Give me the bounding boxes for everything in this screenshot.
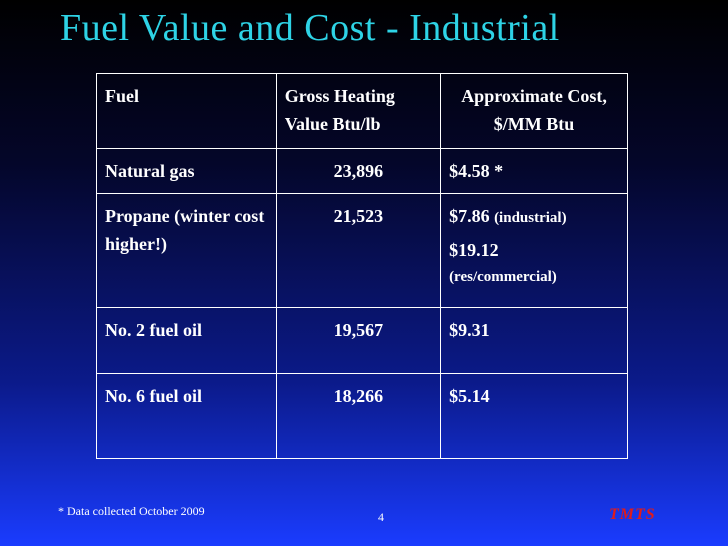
cost-industrial-note: (industrial) <box>494 210 567 226</box>
table-row: No. 2 fuel oil 19,567 $9.31 <box>96 307 628 374</box>
cell-cost: $7.86 (industrial) $19.12 (res/commercia… <box>440 193 628 308</box>
fuel-table: Fuel Gross Heating Value Btu/lb Approxim… <box>96 73 628 459</box>
cost-res-note: (res/commercial) <box>449 269 557 285</box>
cell-heating-value: 23,896 <box>275 148 442 194</box>
footnote: * Data collected October 2009 <box>58 504 205 518</box>
header-heating-value: Gross Heating Value Btu/lb <box>275 73 442 149</box>
table-header-row: Fuel Gross Heating Value Btu/lb Approxim… <box>96 73 628 149</box>
table-row: Natural gas 23,896 $4.58 * <box>96 148 628 194</box>
cell-fuel: No. 2 fuel oil <box>96 307 277 374</box>
cell-heating-value: 19,567 <box>275 307 442 374</box>
cell-cost: $9.31 <box>440 307 628 374</box>
table-row: Propane (winter cost higher!) 21,523 $7.… <box>96 193 628 308</box>
cell-cost: $4.58 * <box>440 148 628 194</box>
page-number: 4 <box>378 510 384 524</box>
slide-title: Fuel Value and Cost - Industrial <box>60 7 560 49</box>
cell-fuel: Natural gas <box>96 148 277 194</box>
header-cost: Approximate Cost, $/MM Btu <box>440 73 628 149</box>
cost-res: $19.12 <box>449 240 499 260</box>
cell-heating-value: 18,266 <box>275 373 442 459</box>
cell-fuel: Propane (winter cost higher!) <box>96 193 277 308</box>
header-fuel: Fuel <box>96 73 277 149</box>
cell-heating-value: 21,523 <box>275 193 442 308</box>
cost-industrial: $7.86 <box>449 206 490 226</box>
tmts-logo: TMTS <box>609 506 656 523</box>
cell-cost: $5.14 <box>440 373 628 459</box>
cell-fuel: No. 6 fuel oil <box>96 373 277 459</box>
table-row: No. 6 fuel oil 18,266 $5.14 <box>96 373 628 459</box>
